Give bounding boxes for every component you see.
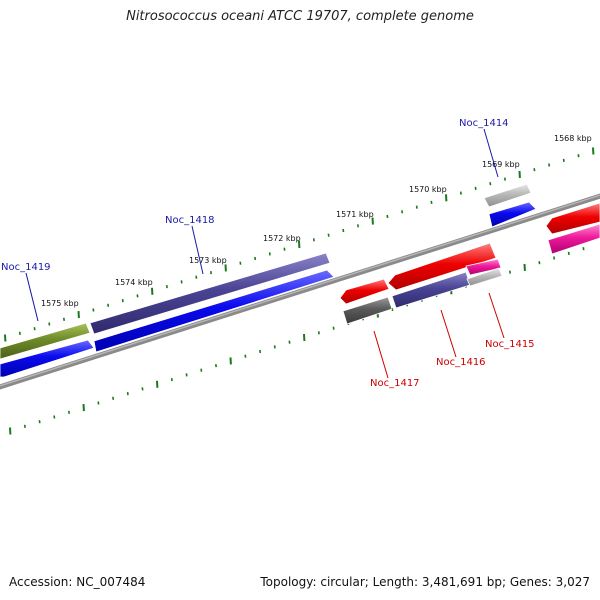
feature-blue-left	[0, 339, 95, 378]
genome-backbone-highlight	[0, 194, 600, 387]
leader-noc-1418	[191, 225, 204, 275]
leader-noc-1417	[373, 330, 389, 379]
feature-red-long	[387, 242, 497, 291]
feature-lightgrey-small	[466, 267, 503, 287]
feature-lightgrey-top	[483, 183, 532, 208]
kbp-label-1573: 1573 kbp	[189, 256, 227, 265]
upper-scale-ticks	[4, 147, 595, 342]
kbp-label-1574: 1574 kbp	[115, 278, 153, 287]
map-title: Nitrosococcus oceani ATCC 19707, complet…	[126, 9, 474, 24]
feature-blue-small	[488, 201, 537, 228]
leader-noc-1419	[25, 272, 39, 322]
genome-summary-text: Topology: circular; Length: 3,481,691 bp…	[260, 575, 590, 589]
feature-grey-small	[342, 296, 393, 325]
kbp-label-1571: 1571 kbp	[336, 210, 374, 219]
leader-noc-1416	[440, 309, 457, 358]
leader-noc-1414	[483, 128, 499, 178]
gene-label-noc-1416: Noc_1416	[436, 357, 486, 368]
leader-noc-1415	[488, 292, 505, 339]
feature-red-small	[339, 278, 390, 305]
kbp-label-1572: 1572 kbp	[263, 234, 301, 243]
gene-label-noc-1418: Noc_1418	[165, 215, 215, 226]
feature-blue-long	[93, 269, 335, 353]
feature-red-right	[545, 202, 600, 235]
feature-pink-right	[547, 223, 600, 255]
accession-text: Accession: NC_007484	[9, 575, 146, 589]
gene-label-noc-1417: Noc_1417	[370, 378, 420, 389]
kbp-label-1570: 1570 kbp	[409, 185, 447, 194]
gene-label-noc-1415: Noc_1415	[485, 339, 535, 350]
gene-label-noc-1419: Noc_1419	[1, 262, 51, 273]
kbp-label-1569: 1569 kbp	[482, 160, 520, 169]
kbp-label-1568: 1568 kbp	[554, 134, 592, 143]
gene-label-noc-1414: Noc_1414	[459, 118, 509, 129]
feature-pink-small	[465, 258, 502, 276]
genome-backbone	[0, 193, 600, 390]
feature-slate-upper	[89, 252, 331, 335]
kbp-label-1575: 1575 kbp	[41, 299, 79, 308]
feature-olive	[0, 322, 91, 360]
